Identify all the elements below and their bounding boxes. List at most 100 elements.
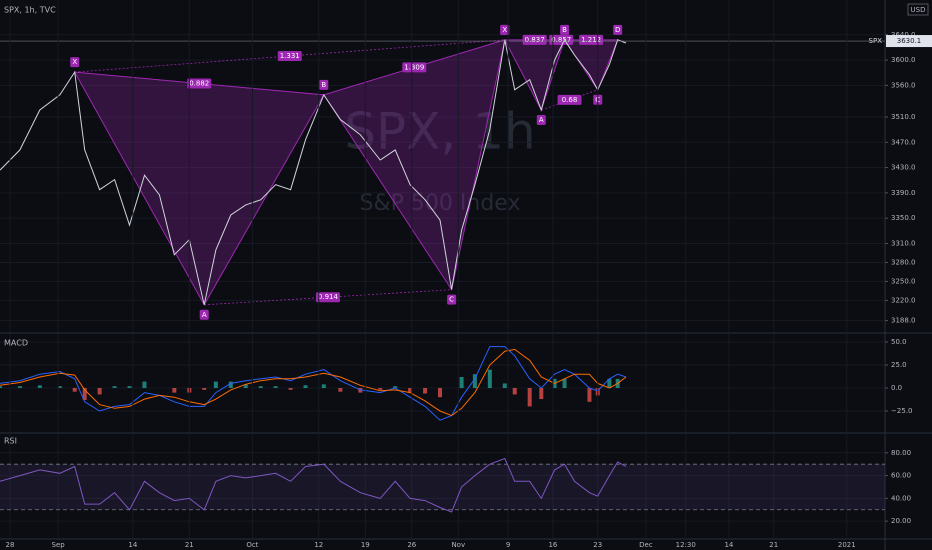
ratio-label: 0.882: [189, 79, 209, 87]
ratio-label: 0.68: [562, 96, 578, 104]
symbol-title: SPX, 1h, TVC: [4, 6, 56, 15]
y-tick-label: 3430.0: [891, 164, 916, 172]
x-tick-label: Oct: [246, 541, 258, 549]
x-tick-label: 21: [769, 541, 778, 549]
x-tick-label: 9: [506, 541, 510, 549]
histogram-bar: [607, 378, 612, 389]
x-tick-label: 21: [185, 541, 194, 549]
pattern-point-label: C: [449, 296, 454, 304]
histogram-bar: [97, 388, 102, 395]
histogram-bar: [393, 386, 398, 389]
x-tick-label: 12:30: [676, 541, 696, 549]
x-tick-label: 14: [128, 541, 137, 549]
y-tick-label: 50.0: [891, 338, 907, 346]
rsi-title: RSI: [4, 437, 17, 446]
y-tick-label: 3310.0: [891, 239, 916, 247]
pattern-point-label: A: [202, 311, 207, 319]
y-tick-label: 3350.0: [891, 214, 916, 222]
histogram-bar: [258, 386, 263, 389]
y-tick-label: 25.0: [891, 361, 907, 369]
y-tick-label: 3640.0: [891, 31, 916, 39]
histogram-bar: [338, 388, 343, 392]
y-tick-label: 3220.0: [891, 296, 916, 304]
pattern-point: [560, 24, 570, 35]
pattern-leg: [204, 289, 452, 306]
histogram-bar: [587, 388, 592, 402]
histogram-bar: [127, 386, 132, 389]
pattern-point-label: D: [615, 26, 620, 34]
pattern-point: [447, 294, 457, 305]
histogram-bar: [37, 385, 42, 389]
x-tick-label: Dec: [639, 541, 653, 549]
y-tick-label: 3250.0: [891, 277, 916, 285]
pattern-point: [70, 57, 80, 68]
pattern-point-label: A: [539, 116, 544, 124]
series-line: [0, 348, 627, 417]
ratio-box: [557, 94, 582, 105]
pattern-point-label: B: [321, 81, 326, 89]
y-tick-label: 3188.0: [891, 317, 916, 325]
x-tick-label: 19: [361, 541, 370, 549]
x-tick-label: 23: [593, 541, 602, 549]
y-tick-label: 0.0: [891, 384, 902, 392]
pattern-point: [613, 24, 623, 35]
watermark-name: S&P 500 Index: [360, 191, 521, 216]
histogram-bar: [202, 388, 207, 390]
watermark: SPX, 1h S&P 500 Index: [344, 103, 535, 217]
ratio-box: [277, 50, 302, 61]
pattern-point-label: X: [502, 26, 507, 34]
y-tick-label: 3600.0: [891, 56, 916, 64]
ratio-box: [579, 34, 604, 45]
histogram-bar: [527, 388, 532, 407]
macd-title: MACD: [4, 339, 28, 348]
y-tick-label: 3470.0: [891, 138, 916, 146]
histogram-bar: [472, 374, 477, 389]
pattern-leg: [323, 39, 505, 96]
histogram-bar: [172, 388, 177, 393]
histogram-bar: [57, 386, 62, 389]
histogram-bar: [321, 384, 326, 389]
histogram-bar: [72, 388, 77, 392]
histogram-bar: [502, 383, 507, 389]
y-tick-label: 40.00: [891, 494, 911, 502]
ratio-label: 0.857: [551, 36, 571, 44]
histogram-bar: [142, 381, 147, 389]
currency-box[interactable]: [907, 3, 929, 16]
x-tick-label: 14: [724, 541, 733, 549]
ratio-box: [402, 62, 427, 73]
y-tick-label: 80.00: [891, 449, 911, 457]
ratio-label: 1.309: [404, 63, 424, 71]
x-tick-label: 16: [548, 541, 557, 549]
histogram-bar: [288, 388, 293, 390]
ratio-label: 1.331: [280, 52, 300, 60]
histogram-bar: [487, 369, 492, 389]
pattern-point: [199, 309, 209, 320]
x-tick-label: Sep: [52, 541, 66, 549]
series-line: [0, 346, 627, 421]
histogram-bar: [512, 388, 517, 395]
ratio-label: 1.212: [581, 36, 601, 44]
ratio-box: [187, 78, 212, 89]
histogram-bar: [378, 388, 383, 390]
histogram-bar: [17, 386, 22, 389]
ratio-box: [549, 34, 574, 45]
watermark-symbol: SPX, 1h: [344, 103, 535, 161]
y-tick-label: 20.00: [891, 517, 911, 525]
histogram-bar: [243, 384, 248, 389]
pattern-point-label: X: [72, 58, 77, 66]
y-tick-label: 3280.0: [891, 258, 916, 266]
currency[interactable]: USD: [911, 6, 926, 14]
ratio-label: 0.837: [525, 36, 545, 44]
y-tick-label: 3510.0: [891, 113, 916, 121]
histogram-bar: [0, 386, 2, 389]
price-tag-value: 3630.1: [897, 37, 922, 45]
histogram-bar: [459, 376, 464, 389]
x-tick-label: Nov: [451, 541, 465, 549]
y-tick-label: 3560.0: [891, 81, 916, 89]
ratio-box: [315, 292, 340, 303]
histogram-bar: [273, 386, 278, 389]
histogram-bar: [539, 388, 544, 400]
